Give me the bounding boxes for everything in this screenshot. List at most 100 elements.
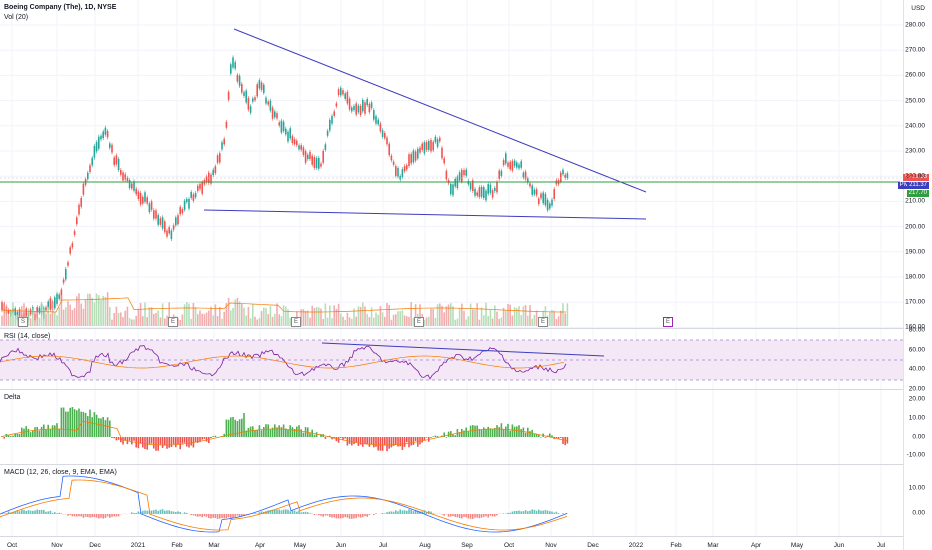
delta-bar — [436, 436, 439, 437]
price-candle — [502, 160, 505, 165]
macd-histogram-bar — [430, 511, 432, 514]
time-tick-label: Dec — [587, 542, 599, 549]
price-candle — [298, 145, 300, 150]
price-candle — [1, 302, 3, 311]
volume-bar — [309, 317, 311, 326]
delta-bar — [111, 437, 113, 439]
price-candle — [551, 199, 553, 206]
price-candle — [364, 102, 366, 114]
price-candle — [377, 119, 379, 125]
price-axis[interactable]: USD BA 219.38 Pivot 211.37 217.70 280.00… — [897, 0, 932, 550]
delta-bar — [430, 437, 432, 438]
volume-bar — [265, 308, 267, 326]
volume-bar — [212, 315, 214, 326]
volume-bar — [210, 306, 212, 326]
event-marker[interactable]: E — [291, 317, 301, 327]
volume-bar — [403, 315, 406, 326]
delta-bar — [480, 429, 483, 437]
macd-histogram-bar — [348, 514, 351, 519]
macd-histogram-bar — [58, 512, 60, 514]
volume-bar — [155, 312, 157, 326]
macd-histogram-bar — [502, 513, 505, 514]
rsi-ma-line — [0, 355, 565, 369]
delta-bar — [29, 432, 32, 437]
macd-histogram-bar — [216, 514, 219, 519]
macd-histogram-bar — [144, 510, 146, 514]
delta-bar — [249, 426, 252, 437]
macd-histogram-bar — [227, 514, 230, 518]
price-candle — [38, 307, 41, 313]
price-candle — [157, 215, 159, 225]
price-candle — [98, 136, 100, 149]
volume-bar — [428, 316, 430, 326]
delta-bar — [425, 437, 428, 438]
volume-bar — [390, 319, 393, 326]
volume-bar — [258, 317, 261, 326]
price-candle — [282, 121, 285, 132]
delta-bar — [419, 437, 421, 445]
time-tick-label: Nov — [51, 542, 63, 549]
volume-bar — [62, 309, 65, 326]
time-tick-label: May — [293, 542, 307, 549]
delta-bar — [406, 437, 408, 443]
pane-separator[interactable] — [0, 389, 903, 390]
volume-bar — [208, 310, 210, 326]
price-candle — [476, 192, 478, 196]
pane-separator[interactable] — [0, 328, 903, 329]
delta-bar — [296, 426, 298, 437]
price-candle — [412, 150, 415, 163]
macd-histogram-bar — [417, 510, 419, 514]
delta-bar — [489, 428, 492, 437]
macd-histogram-bar — [516, 510, 518, 514]
volume-bar — [443, 312, 445, 326]
price-candle — [291, 136, 294, 144]
event-marker[interactable]: S — [18, 317, 28, 327]
macd-histogram-bar — [27, 510, 30, 514]
price-candle — [307, 154, 309, 160]
delta-bar — [73, 409, 76, 437]
price-candle — [256, 84, 258, 97]
price-candle — [544, 193, 547, 206]
delta-bar — [331, 437, 333, 440]
pane-separator[interactable] — [0, 464, 903, 465]
price-tick-label: 200.00 — [905, 223, 925, 231]
macd-signal-line — [0, 479, 568, 531]
volume-bar — [452, 306, 454, 326]
delta-bar — [483, 427, 485, 437]
delta-bar — [287, 429, 289, 437]
delta-bar — [533, 433, 536, 437]
price-candle — [179, 206, 181, 215]
volume-bar — [139, 302, 142, 326]
volume-bar — [238, 301, 241, 326]
event-marker[interactable]: E — [663, 317, 673, 327]
price-candle — [234, 62, 236, 69]
event-marker[interactable]: E — [414, 317, 424, 327]
delta-bar — [560, 437, 562, 438]
event-marker[interactable]: E — [538, 317, 548, 327]
price-candle — [553, 189, 555, 199]
chart-canvas[interactable] — [0, 0, 903, 550]
volume-bar — [564, 313, 566, 326]
price-tick-label: 180.00 — [905, 273, 925, 281]
price-candle — [461, 169, 463, 182]
volume-bar — [445, 306, 448, 326]
price-candle — [454, 178, 456, 187]
delta-bar — [355, 437, 357, 443]
volume-bar — [95, 293, 98, 326]
price-candle — [148, 203, 151, 213]
event-marker[interactable]: E — [168, 317, 178, 327]
volume-bar — [289, 317, 291, 326]
volume-bar — [203, 314, 206, 326]
delta-tick-label: 20.00 — [908, 395, 925, 403]
time-tick-label: 2021 — [130, 542, 146, 549]
delta-bar — [181, 437, 184, 444]
macd-histogram-bar — [32, 510, 34, 514]
currency-label: USD — [911, 5, 925, 12]
macd-histogram-bar — [12, 512, 14, 514]
price-candle — [498, 170, 500, 179]
macd-histogram-bar — [524, 510, 527, 514]
macd-histogram-bar — [183, 512, 186, 514]
macd-histogram-bar — [351, 514, 353, 519]
macd-histogram-bar — [201, 514, 203, 518]
delta-bar — [117, 437, 120, 440]
